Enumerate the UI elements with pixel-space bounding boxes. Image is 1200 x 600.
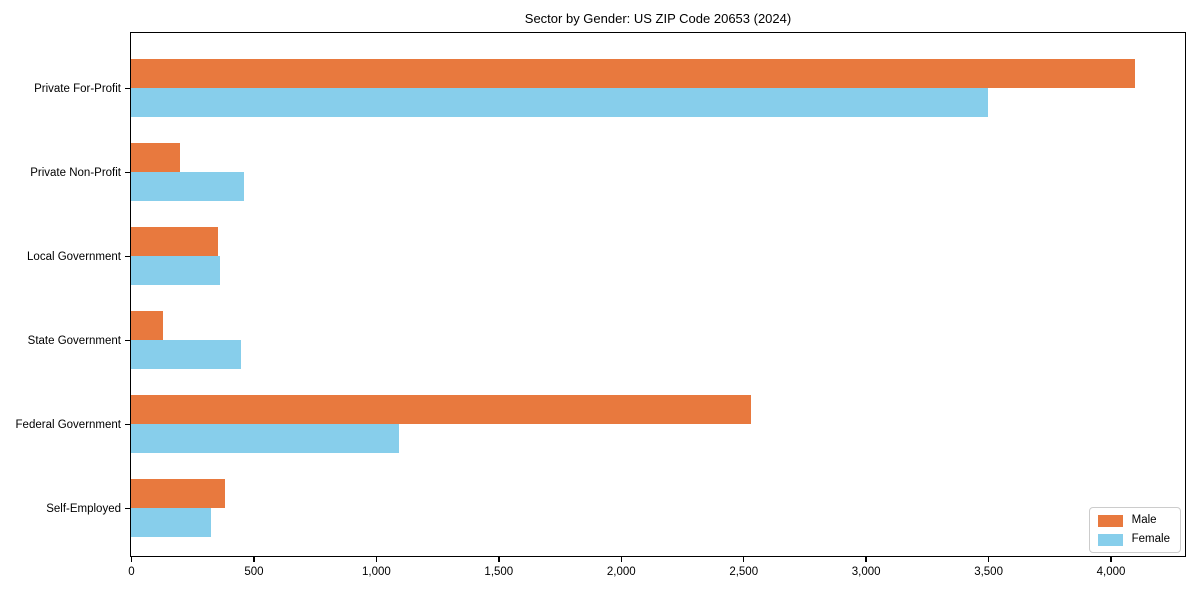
x-tick-label: 0 [128,566,135,578]
x-tick [130,557,133,562]
x-tick-label: 2,500 [729,566,759,578]
bar-male-3 [131,311,163,340]
y-tick-label: Private For-Profit [34,82,121,95]
x-tick [987,557,990,562]
legend-label: Female [1131,533,1170,545]
female-swatch [1097,533,1123,546]
legend-item-female: Female [1097,533,1170,546]
x-tick [620,557,623,562]
y-tick-label: Federal Government [15,418,121,431]
bar-male-2 [131,227,218,256]
x-tick-label: 1,000 [361,566,391,578]
bar-male-0 [131,59,1135,88]
chart-title: Sector by Gender: US ZIP Code 20653 (202… [524,11,792,26]
y-tick-label: Private Non-Profit [30,166,121,179]
bar-male-4 [131,395,751,424]
x-tick [375,557,378,562]
x-tick [742,557,745,562]
plot-area: Male Female [130,32,1186,557]
male-swatch [1097,514,1123,527]
bar-female-4 [131,424,399,453]
legend-item-male: Male [1097,514,1170,527]
bar-female-3 [131,340,241,369]
x-tick [498,557,500,562]
bar-female-1 [131,172,244,201]
bar-female-0 [131,88,988,117]
x-tick-label: 3,000 [851,566,881,578]
x-tick-label: 3,500 [974,566,1003,578]
x-tick [865,557,867,562]
x-tick-label: 2,000 [606,566,636,578]
bar-female-5 [131,508,211,537]
x-tick [1110,557,1112,562]
x-tick-label: 500 [244,566,264,578]
x-tick [253,557,255,562]
y-tick-label: Self-Employed [46,502,121,515]
y-tick-label: State Government [27,334,121,347]
y-tick-label: Local Government [27,250,121,263]
x-tick-label: 1,500 [484,566,514,578]
bar-male-1 [131,143,180,172]
x-tick-label: 4,000 [1096,566,1126,578]
legend-label: Male [1131,514,1157,526]
bar-male-5 [131,479,225,508]
legend: Male Female [1088,507,1181,553]
bar-female-2 [131,256,220,285]
